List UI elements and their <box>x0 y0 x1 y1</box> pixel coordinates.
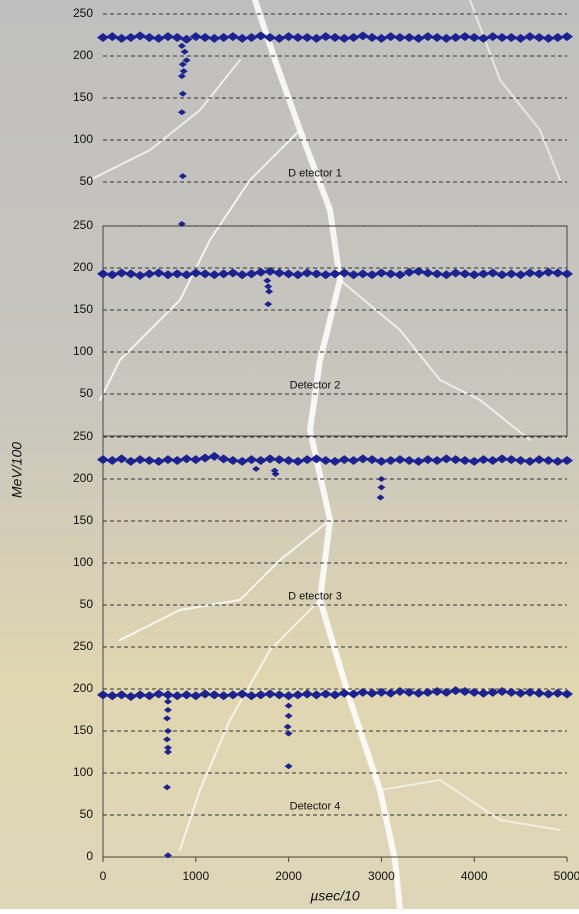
x-tick-label: 3000 <box>368 869 395 883</box>
x-tick-label: 2000 <box>275 869 302 883</box>
y-tick-label: 0 <box>86 849 93 863</box>
y-tick-label: 250 <box>73 218 93 232</box>
annotation: D etector 1 <box>288 168 342 180</box>
y-tick-label: 200 <box>73 48 93 62</box>
x-tick-label: 5000 <box>554 869 579 883</box>
y-tick-label: 250 <box>73 6 93 20</box>
y-tick-label: 250 <box>73 429 93 443</box>
x-tick-label: 4000 <box>461 869 488 883</box>
y-tick-label: 50 <box>80 174 94 188</box>
x-tick-label: 0 <box>100 869 107 883</box>
y-tick-label: 200 <box>73 471 93 485</box>
annotation: Detector 4 <box>290 801 341 813</box>
y-tick-label: 150 <box>73 302 93 316</box>
y-tick-label: 100 <box>73 132 93 146</box>
y-tick-label: 150 <box>73 90 93 104</box>
annotation: D etector 3 <box>288 591 342 603</box>
y-axis-label: MeV/100 <box>9 442 25 498</box>
annotation: Detector 2 <box>290 380 341 392</box>
y-tick-label: 50 <box>80 597 94 611</box>
y-tick-label: 100 <box>73 344 93 358</box>
y-tick-label: 150 <box>73 723 93 737</box>
y-tick-label: 200 <box>73 260 93 274</box>
y-tick-label: 50 <box>80 807 94 821</box>
x-axis-label: µsec/10 <box>310 888 360 904</box>
y-tick-label: 100 <box>73 765 93 779</box>
y-tick-label: 150 <box>73 513 93 527</box>
x-tick-label: 1000 <box>182 869 209 883</box>
y-tick-label: 50 <box>80 386 94 400</box>
chart: MeV/100 µsec/10 50 100 150 200 250 D etector … <box>0 0 579 909</box>
y-tick-label: 250 <box>73 639 93 653</box>
y-tick-label: 100 <box>73 555 93 569</box>
y-tick-label: 200 <box>73 681 93 695</box>
page: MeV/100 µsec/10 50 100 150 200 250 D etector … <box>0 0 579 909</box>
